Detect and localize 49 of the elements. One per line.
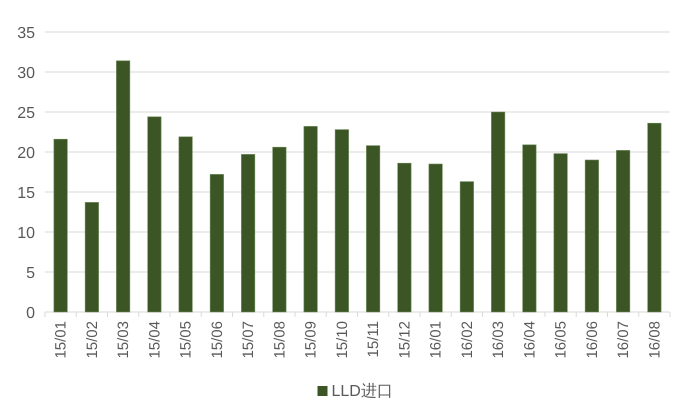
bar (366, 145, 380, 312)
x-tick-label: 15/12 (396, 321, 414, 359)
y-tick-label: 0 (26, 305, 36, 322)
bar (272, 146, 286, 312)
bar (491, 112, 506, 312)
y-tick-label: 5 (26, 265, 36, 282)
y-tick-label: 15 (17, 185, 36, 202)
x-tick-label: 15/01 (52, 321, 70, 359)
y-tick-label: 35 (17, 25, 36, 42)
x-tick-label: 15/07 (240, 321, 258, 359)
bar (84, 202, 99, 312)
bar (210, 174, 224, 312)
x-tick-label: 16/01 (428, 321, 445, 359)
x-tick-label: 16/04 (521, 321, 538, 359)
x-tick-label: 15/10 (334, 321, 351, 359)
bar (554, 153, 568, 312)
x-tick-label: 16/02 (458, 321, 476, 359)
bar (647, 122, 662, 312)
x-tick-label: 16/06 (584, 321, 601, 359)
x-tick-label: 15/08 (271, 321, 288, 359)
x-tick-label: 16/03 (490, 321, 508, 359)
legend-label: LLD进口 (332, 382, 393, 400)
bar (522, 144, 536, 312)
bar (428, 164, 443, 312)
bar (584, 160, 599, 312)
x-tick-label: 15/03 (115, 321, 132, 359)
x-tick-label: 15/09 (302, 321, 320, 359)
y-tick-label: 20 (17, 145, 36, 162)
bar (460, 181, 474, 312)
bar (397, 162, 412, 312)
y-tick-label: 30 (17, 65, 36, 82)
x-tick-label: 15/05 (178, 321, 195, 359)
x-tick-label: 16/07 (615, 321, 632, 359)
bar (304, 126, 318, 312)
bar (178, 136, 193, 312)
x-tick-label: 15/04 (146, 321, 164, 359)
bar (241, 154, 256, 312)
y-tick-label: 25 (17, 105, 36, 122)
x-tick-label: 15/11 (365, 321, 382, 358)
y-tick-label: 10 (17, 225, 36, 242)
bar (147, 116, 162, 312)
bar (54, 138, 68, 312)
bar (616, 150, 630, 312)
x-tick-label: 15/06 (208, 321, 226, 359)
x-tick-label: 15/02 (84, 321, 101, 359)
bar (116, 60, 130, 312)
x-tick-label: 16/08 (646, 321, 664, 359)
bar (334, 129, 349, 312)
x-tick-label: 16/05 (552, 321, 570, 359)
